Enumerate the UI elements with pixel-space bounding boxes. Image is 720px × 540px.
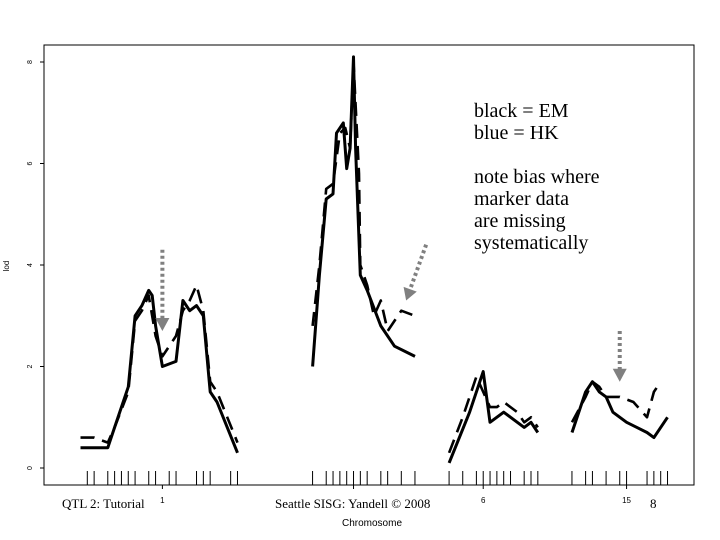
annotation-line: systematically: [474, 232, 589, 254]
x-tick-label: 1: [160, 496, 165, 505]
arrow-head: [155, 317, 170, 331]
y-tick-label: 6: [27, 161, 34, 165]
bias-arrows: [155, 244, 627, 382]
em-curve-segment: [311, 55, 416, 367]
bias-arrow: [403, 244, 429, 301]
hk-curve-segment: [311, 60, 416, 333]
arrow-shaft: [408, 244, 429, 290]
footer-left: QTL 2: Tutorial: [62, 496, 145, 512]
em-curve-segment: [447, 370, 540, 464]
y-axis: 0 2 4 6 8: [27, 60, 44, 470]
arrow-head: [612, 368, 627, 382]
annotation-line: blue = HK: [474, 122, 559, 144]
x-axis-label: Chromosome: [342, 518, 402, 529]
em-curve-segment: [80, 288, 239, 454]
y-tick-label: 4: [27, 263, 34, 267]
y-tick-label: 8: [27, 60, 34, 64]
y-axis-label: lod: [2, 261, 11, 272]
annotation-line: black = EM: [474, 100, 569, 122]
hk-curve-segment: [447, 375, 539, 454]
x-tick-label: 6: [481, 496, 486, 505]
em-curve-segment: [570, 380, 669, 440]
lod-curves: [80, 55, 669, 464]
bias-arrow: [612, 330, 627, 382]
y-tick-label: 0: [27, 466, 34, 470]
y-tick-label: 2: [27, 364, 34, 368]
footer-center: Seattle SISG: Yandell © 2008: [275, 496, 431, 512]
bias-arrow: [155, 249, 170, 331]
annotation-line: [474, 144, 600, 166]
marker-rug: [86, 471, 669, 485]
hk-curve-segment: [80, 284, 239, 444]
annotation-line: marker data: [474, 188, 569, 210]
x-tick-label: 15: [622, 496, 631, 505]
annotation-line: note bias where: [474, 166, 600, 188]
annotation-text: black = EM blue = HK note bias where mar…: [474, 100, 600, 254]
annotation-line: are missing: [474, 210, 566, 232]
footer-page-number: 8: [650, 496, 657, 512]
hk-curve-segment: [570, 380, 662, 423]
arrow-head: [403, 286, 417, 301]
